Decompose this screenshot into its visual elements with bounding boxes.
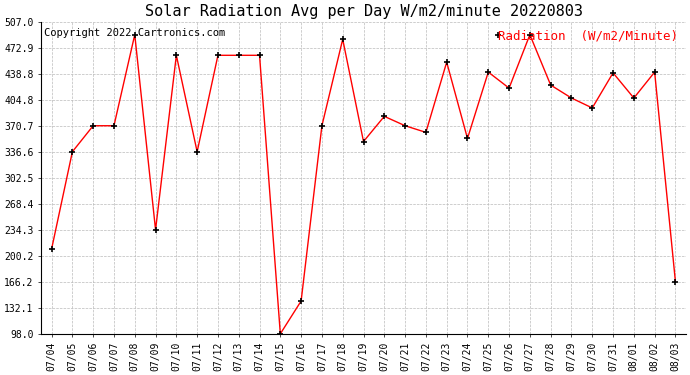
Radiation  (W/m2/Minute) bbox=[130, 33, 139, 37]
Radiation  (W/m2/Minute) bbox=[276, 332, 284, 336]
Radiation  (W/m2/Minute) bbox=[609, 70, 617, 75]
Radiation  (W/m2/Minute) bbox=[172, 53, 181, 57]
Radiation  (W/m2/Minute) bbox=[526, 33, 534, 37]
Radiation  (W/m2/Minute) bbox=[297, 299, 305, 303]
Radiation  (W/m2/Minute) bbox=[422, 130, 430, 135]
Radiation  (W/m2/Minute) bbox=[359, 139, 368, 144]
Title: Solar Radiation Avg per Day W/m2/minute 20220803: Solar Radiation Avg per Day W/m2/minute … bbox=[144, 4, 582, 19]
Radiation  (W/m2/Minute) bbox=[567, 96, 575, 100]
Radiation  (W/m2/Minute) bbox=[630, 96, 638, 100]
Radiation  (W/m2/Minute) bbox=[193, 150, 201, 154]
Radiation  (W/m2/Minute) bbox=[401, 123, 409, 128]
Radiation  (W/m2/Minute) bbox=[255, 53, 264, 57]
Legend: Radiation  (W/m2/Minute): Radiation (W/m2/Minute) bbox=[493, 24, 683, 47]
Radiation  (W/m2/Minute) bbox=[464, 136, 472, 141]
Radiation  (W/m2/Minute) bbox=[651, 70, 659, 74]
Radiation  (W/m2/Minute) bbox=[671, 279, 680, 284]
Text: Copyright 2022 Cartronics.com: Copyright 2022 Cartronics.com bbox=[44, 28, 226, 38]
Radiation  (W/m2/Minute) bbox=[48, 247, 56, 251]
Radiation  (W/m2/Minute) bbox=[546, 83, 555, 87]
Radiation  (W/m2/Minute) bbox=[214, 53, 222, 57]
Radiation  (W/m2/Minute) bbox=[235, 53, 243, 57]
Radiation  (W/m2/Minute) bbox=[89, 123, 97, 128]
Radiation  (W/m2/Minute) bbox=[442, 60, 451, 64]
Radiation  (W/m2/Minute) bbox=[484, 70, 493, 74]
Radiation  (W/m2/Minute) bbox=[588, 106, 596, 110]
Radiation  (W/m2/Minute) bbox=[505, 86, 513, 90]
Radiation  (W/m2/Minute) bbox=[318, 123, 326, 128]
Radiation  (W/m2/Minute) bbox=[151, 228, 159, 232]
Line: Radiation  (W/m2/Minute): Radiation (W/m2/Minute) bbox=[48, 31, 679, 337]
Radiation  (W/m2/Minute) bbox=[339, 37, 347, 42]
Radiation  (W/m2/Minute) bbox=[380, 114, 388, 118]
Radiation  (W/m2/Minute) bbox=[68, 150, 77, 154]
Radiation  (W/m2/Minute) bbox=[110, 123, 118, 128]
